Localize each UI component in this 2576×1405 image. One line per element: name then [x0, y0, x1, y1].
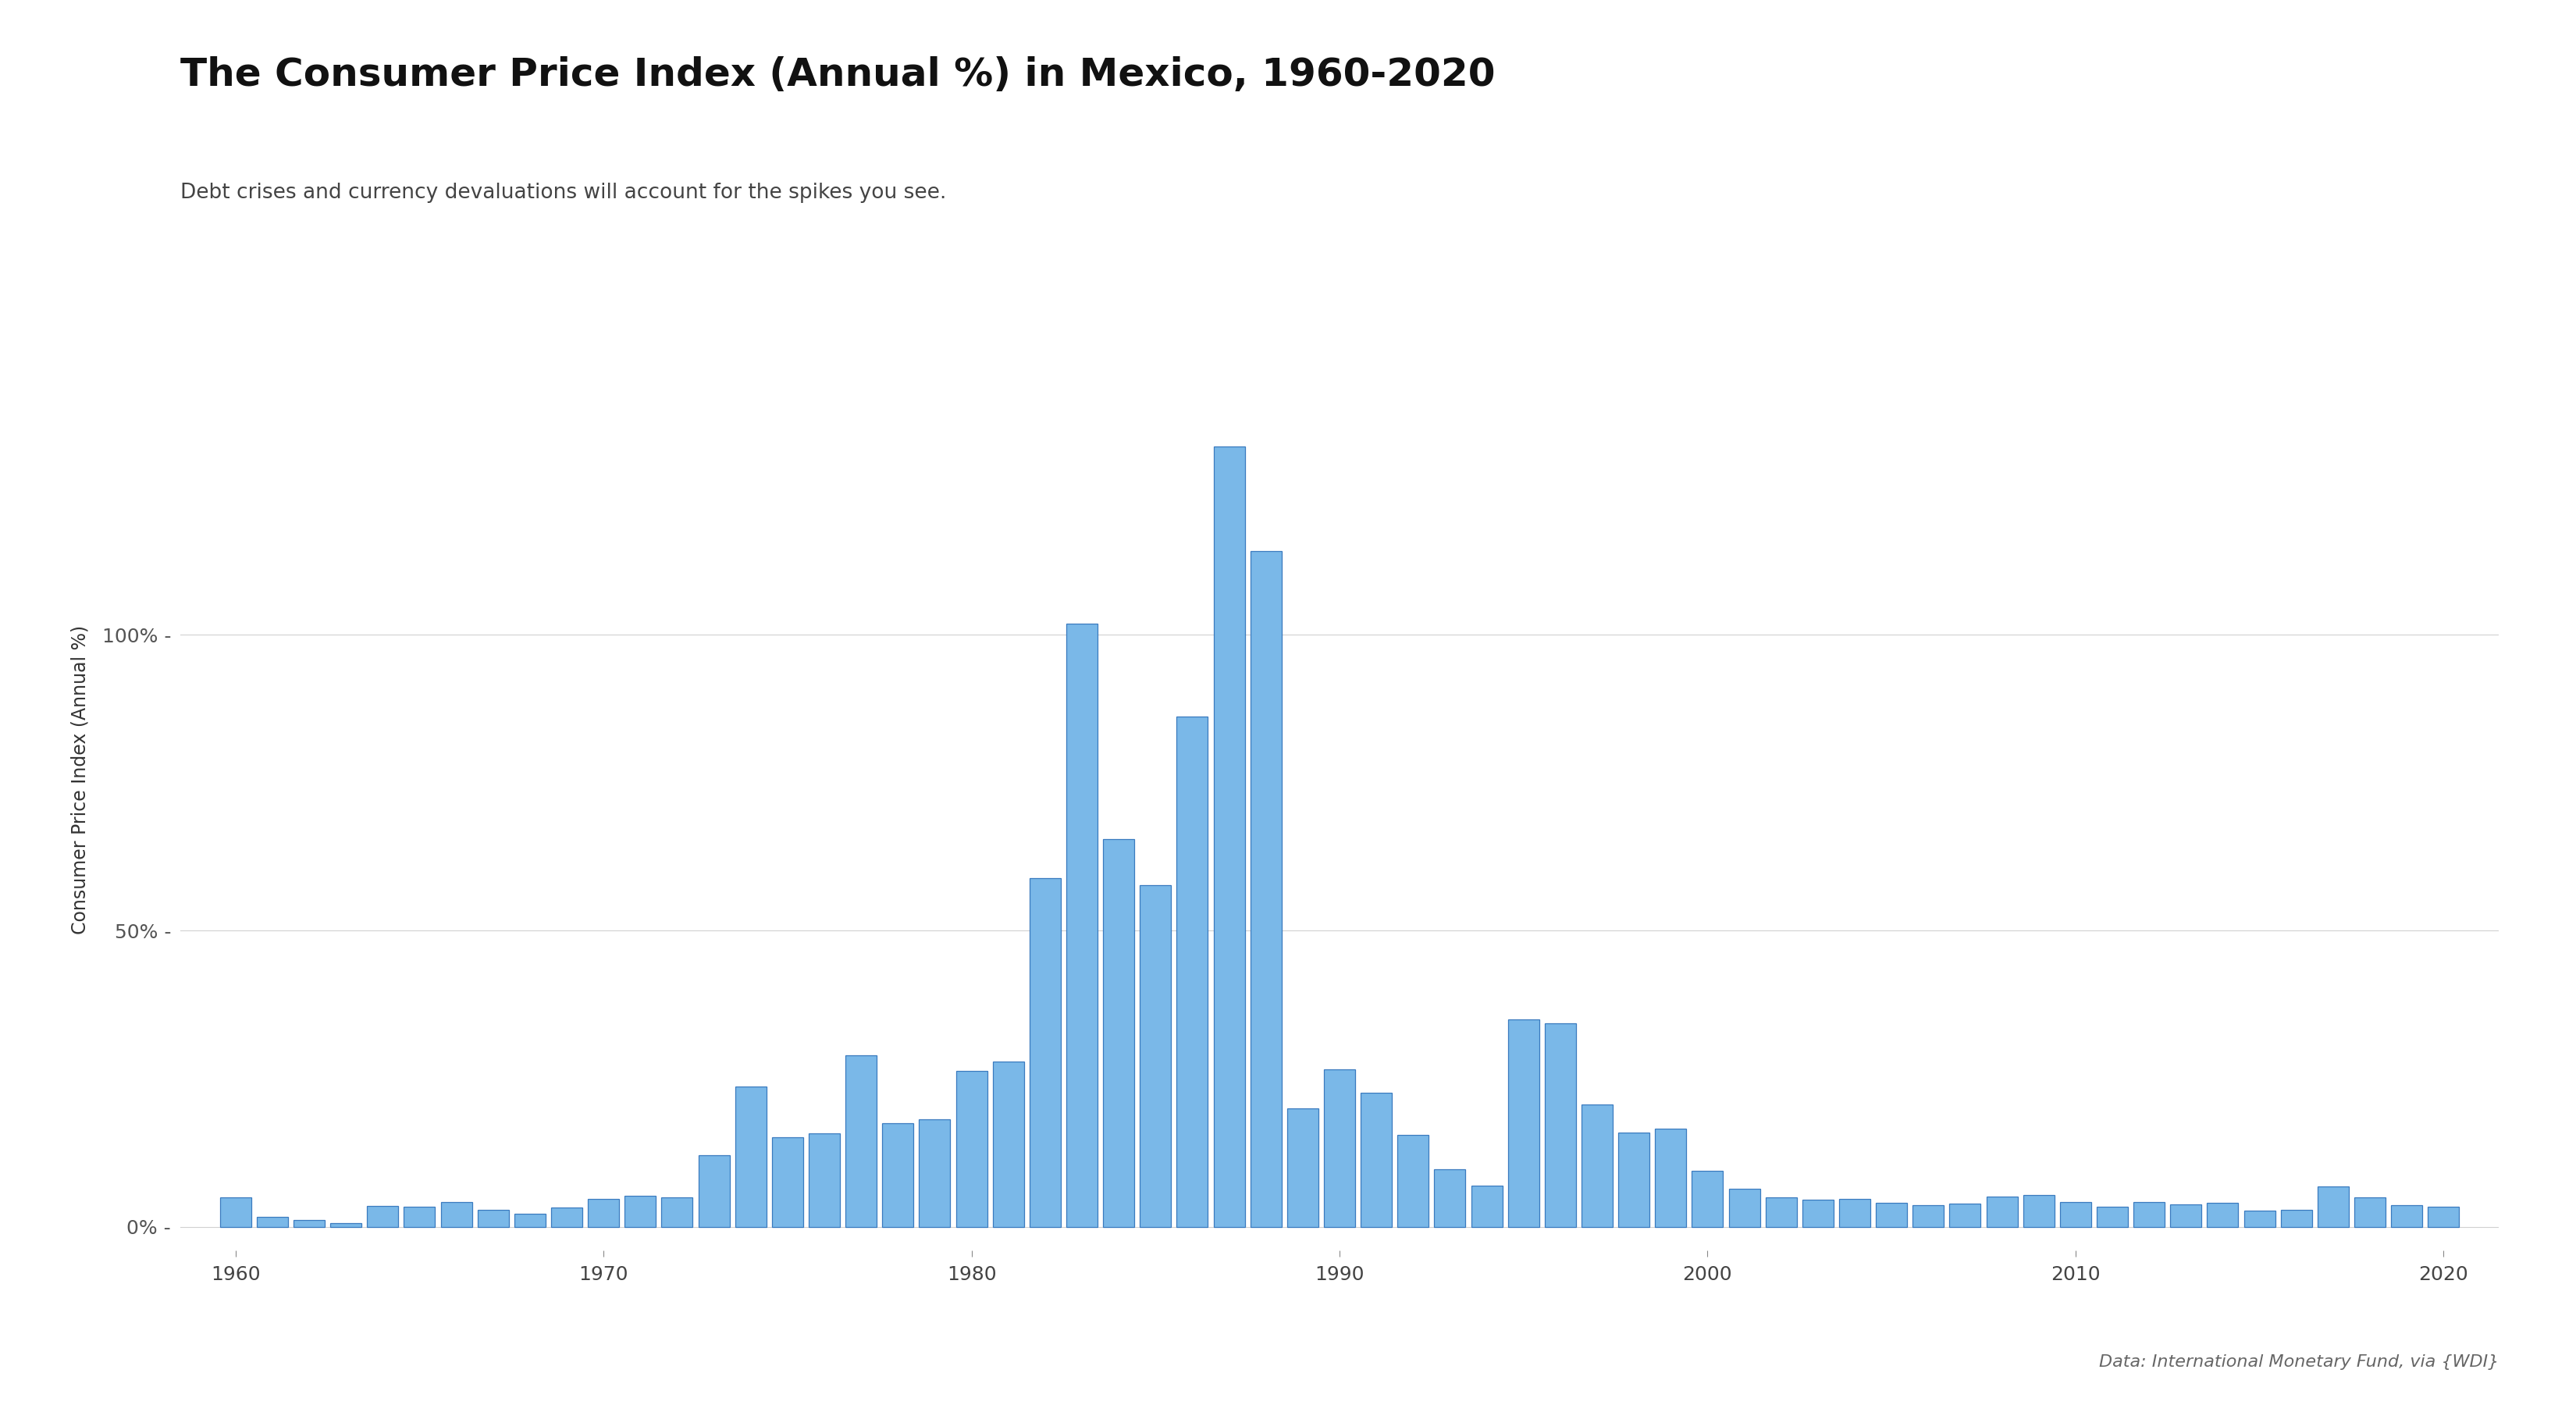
Bar [477, 1210, 507, 1227]
Bar [2427, 1207, 2460, 1227]
Bar [2022, 1196, 2053, 1227]
Bar [1288, 1109, 1319, 1227]
Bar [2061, 1203, 2092, 1227]
Text: The Consumer Price Index (Annual %) in Mexico, 1960-2020: The Consumer Price Index (Annual %) in M… [180, 56, 1494, 94]
Bar [330, 1222, 361, 1227]
Bar [1507, 1020, 1538, 1227]
Bar [1875, 1203, 1906, 1227]
Bar [773, 1137, 804, 1227]
Bar [881, 1123, 914, 1227]
Bar [404, 1207, 435, 1227]
Bar [1360, 1093, 1391, 1227]
Bar [1986, 1197, 2017, 1227]
Bar [1066, 624, 1097, 1227]
Y-axis label: Consumer Price Index (Annual %): Consumer Price Index (Annual %) [70, 625, 90, 934]
Bar [1177, 717, 1208, 1227]
Bar [1030, 878, 1061, 1227]
Text: Debt crises and currency devaluations will account for the spikes you see.: Debt crises and currency devaluations wi… [180, 183, 945, 202]
Bar [920, 1120, 951, 1227]
Bar [734, 1086, 765, 1227]
Bar [587, 1198, 618, 1227]
Bar [1692, 1170, 1723, 1227]
Bar [1582, 1104, 1613, 1227]
Bar [845, 1055, 876, 1227]
Bar [294, 1220, 325, 1227]
Bar [219, 1197, 250, 1227]
Bar [2391, 1205, 2421, 1227]
Bar [2244, 1211, 2275, 1227]
Bar [551, 1207, 582, 1227]
Bar [1103, 839, 1133, 1227]
Bar [515, 1214, 546, 1227]
Bar [1324, 1069, 1355, 1227]
Bar [258, 1217, 289, 1227]
Bar [698, 1155, 729, 1227]
Bar [2354, 1197, 2385, 1227]
Bar [2169, 1204, 2202, 1227]
Bar [1618, 1132, 1649, 1227]
Bar [1839, 1198, 1870, 1227]
Bar [956, 1071, 987, 1227]
Bar [809, 1134, 840, 1227]
Bar [1654, 1128, 1687, 1227]
Bar [1249, 551, 1280, 1227]
Bar [1911, 1205, 1945, 1227]
Bar [1765, 1197, 1795, 1227]
Bar [2208, 1203, 2239, 1227]
Bar [1471, 1186, 1502, 1227]
Bar [1803, 1200, 1834, 1227]
Bar [1139, 885, 1172, 1227]
Bar [1950, 1203, 1981, 1227]
Bar [440, 1201, 471, 1227]
Bar [2133, 1203, 2164, 1227]
Bar [2280, 1210, 2311, 1227]
Bar [1728, 1189, 1759, 1227]
Bar [1546, 1023, 1577, 1227]
Bar [662, 1197, 693, 1227]
Bar [1396, 1135, 1430, 1227]
Bar [623, 1196, 657, 1227]
Bar [366, 1205, 399, 1227]
Bar [2097, 1207, 2128, 1227]
Bar [992, 1061, 1023, 1227]
Text: Data: International Monetary Fund, via {WDI}: Data: International Monetary Fund, via {… [2099, 1354, 2499, 1370]
Bar [1435, 1169, 1466, 1227]
Bar [2318, 1187, 2349, 1227]
Bar [1213, 447, 1244, 1227]
